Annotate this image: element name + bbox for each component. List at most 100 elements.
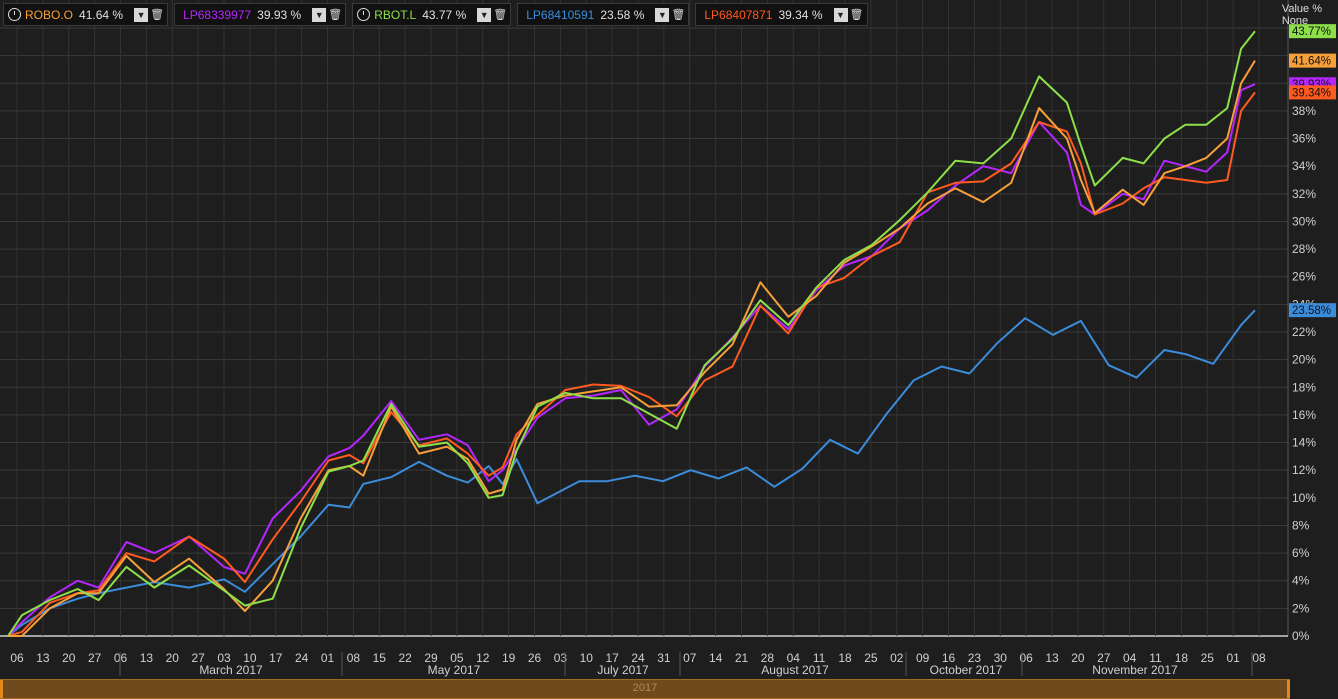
legend-series-value: 41.64 % xyxy=(79,7,124,22)
end-label-text: 43.77% xyxy=(1292,26,1331,38)
legend-item[interactable]: ROBO.O 41.64 % ▼ 🗑 xyxy=(3,3,169,26)
x-tick-label: 05 xyxy=(450,651,464,665)
x-tick-label: 13 xyxy=(140,651,154,665)
x-tick-label: 18 xyxy=(838,651,852,665)
legend-series-value: 23.58 % xyxy=(600,7,645,22)
series-lines xyxy=(7,30,1256,637)
series-line-rbot-l xyxy=(7,30,1256,637)
end-label: 39.34% xyxy=(1289,85,1336,100)
trash-icon[interactable]: 🗑 xyxy=(849,9,864,21)
x-tick-label: 21 xyxy=(735,651,749,665)
trash-icon[interactable]: 🗑 xyxy=(150,9,165,21)
legend-item[interactable]: RBOT.L 43.77 % ▼ 🗑 xyxy=(352,3,512,26)
series-line-lp68407871 xyxy=(7,91,1256,637)
dropdown-chevron-icon[interactable]: ▼ xyxy=(477,7,492,22)
x-tick-label: 20 xyxy=(62,651,76,665)
x-month-label: March 2017 xyxy=(199,663,263,677)
y-tick-label: 8% xyxy=(1292,518,1310,532)
trash-icon[interactable]: 🗑 xyxy=(493,9,508,21)
dropdown-chevron-icon[interactable]: ▼ xyxy=(134,7,149,22)
legend-item[interactable]: LP68407871 39.34 % ▼ 🗑 xyxy=(695,3,868,26)
x-tick-label: 18 xyxy=(1175,651,1189,665)
legend-series-value: 43.77 % xyxy=(422,7,467,22)
x-tick-label: 25 xyxy=(864,651,878,665)
y-tick-label: 28% xyxy=(1292,242,1316,256)
x-tick-label: 10 xyxy=(243,651,257,665)
end-label: 43.77% xyxy=(1289,24,1336,39)
end-label-text: 41.64% xyxy=(1292,56,1331,68)
series-line-lp68410591 xyxy=(7,309,1256,637)
x-tick-label: 24 xyxy=(295,651,309,665)
legend-bar: ROBO.O 41.64 % ▼ 🗑 LP68339977 39.93 % ▼ 🗑 RBOT.L… xyxy=(3,3,868,26)
x-tick-label: 29 xyxy=(424,651,438,665)
x-tick-label: 03 xyxy=(554,651,568,665)
dropdown-chevron-icon[interactable]: ▼ xyxy=(833,7,848,22)
value-header-subtitle: None xyxy=(1281,15,1309,27)
x-tick-label: 17 xyxy=(605,651,619,665)
legend-series-name: LP68410591 xyxy=(526,7,595,22)
legend-series-value: 39.34 % xyxy=(778,7,823,22)
x-tick-label: 13 xyxy=(1045,651,1059,665)
x-tick-label: 14 xyxy=(709,651,723,665)
y-tick-label: 12% xyxy=(1292,463,1316,477)
legend-item[interactable]: LP68410591 23.58 % ▼ 🗑 xyxy=(517,3,690,26)
trash-icon[interactable]: 🗑 xyxy=(671,9,686,21)
y-tick-label: 2% xyxy=(1292,601,1310,615)
x-tick-label: 28 xyxy=(761,651,775,665)
y-tick-label: 22% xyxy=(1292,325,1316,339)
x-tick-label: 09 xyxy=(916,651,930,665)
x-tick-label: 20 xyxy=(166,651,180,665)
y-tick-label: 16% xyxy=(1292,408,1316,422)
time-scrollbar[interactable]: 2017 xyxy=(0,679,1290,699)
x-tick-label: 31 xyxy=(657,651,671,665)
scrollbar-right-handle[interactable] xyxy=(1287,680,1290,698)
x-tick-label: 06 xyxy=(114,651,128,665)
x-tick-label: 15 xyxy=(373,651,387,665)
x-axis: 06 13 20 27 06 13 20 27 03 10 17 24 01 08 15 22 29 05 12 19… xyxy=(10,651,1266,677)
legend-item[interactable]: LP68339977 39.93 % ▼ 🗑 xyxy=(174,3,347,26)
dropdown-chevron-icon[interactable]: ▼ xyxy=(655,7,670,22)
legend-series-name: LP68339977 xyxy=(183,7,252,22)
x-tick-label: 27 xyxy=(88,651,102,665)
x-tick-label: 01 xyxy=(321,651,335,665)
y-tick-label: 18% xyxy=(1292,380,1316,394)
x-tick-label: 17 xyxy=(269,651,283,665)
clock-icon xyxy=(8,8,21,21)
x-tick-label: 06 xyxy=(1019,651,1033,665)
dropdown-chevron-icon[interactable]: ▼ xyxy=(312,7,327,22)
x-tick-label: 26 xyxy=(528,651,542,665)
x-month-label: November 2017 xyxy=(1092,663,1178,677)
y-tick-label: 20% xyxy=(1292,353,1316,367)
x-tick-label: 01 xyxy=(1226,651,1240,665)
x-tick-label: 08 xyxy=(1252,651,1266,665)
x-tick-label: 07 xyxy=(683,651,697,665)
scrollbar-year-label: 2017 xyxy=(632,682,658,694)
x-tick-label: 03 xyxy=(217,651,231,665)
value-header: Value % None xyxy=(1282,3,1322,27)
x-month-label: May 2017 xyxy=(428,663,481,677)
clock-icon xyxy=(357,8,371,21)
x-tick-label: 27 xyxy=(191,651,205,665)
x-month-label: August 2017 xyxy=(761,663,829,677)
x-tick-label: 20 xyxy=(1071,651,1085,665)
legend-series-name: RBOT.L xyxy=(374,7,417,22)
x-tick-label: 06 xyxy=(10,651,24,665)
x-tick-label: 10 xyxy=(580,651,594,665)
y-tick-label: 38% xyxy=(1292,104,1316,118)
trash-icon[interactable]: 🗑 xyxy=(328,9,343,21)
x-tick-label: 30 xyxy=(994,651,1008,665)
end-label-text: 23.58% xyxy=(1292,305,1331,317)
x-tick-label: 16 xyxy=(942,651,956,665)
y-tick-label: 34% xyxy=(1292,159,1316,173)
end-label: 23.58% xyxy=(1289,303,1336,318)
x-tick-label: 22 xyxy=(398,651,412,665)
x-tick-label: 04 xyxy=(787,651,801,665)
y-tick-label: 0% xyxy=(1292,629,1310,643)
y-tick-label: 36% xyxy=(1292,132,1316,146)
x-month-label: July 2017 xyxy=(597,663,649,677)
scrollbar-left-handle[interactable] xyxy=(0,680,3,698)
x-tick-label: 27 xyxy=(1097,651,1111,665)
y-tick-label: 26% xyxy=(1292,270,1316,284)
x-tick-label: 11 xyxy=(813,651,826,665)
